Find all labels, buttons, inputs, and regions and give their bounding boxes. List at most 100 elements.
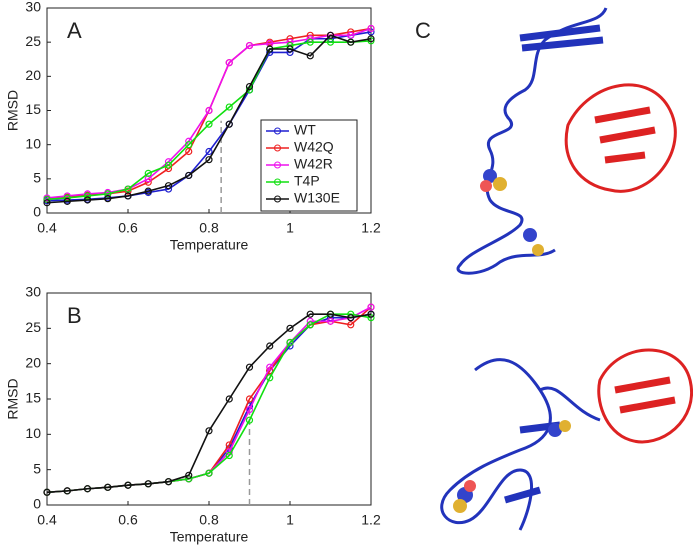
x-tick-label: 0.6 — [118, 220, 138, 236]
x-tick-label: 1.2 — [361, 512, 381, 528]
legend-label: T4P — [294, 173, 320, 189]
data-point — [83, 485, 92, 493]
data-point — [306, 321, 314, 329]
panel-label: A — [67, 18, 82, 43]
data-point — [225, 103, 233, 111]
data-point — [306, 310, 314, 318]
series-line — [46, 40, 372, 201]
y-tick-label: 15 — [25, 390, 41, 406]
y-tick-label: 10 — [25, 425, 41, 441]
data-point — [225, 395, 233, 403]
legend-label: W42Q — [294, 139, 334, 155]
y-axis-label: RMSD — [5, 378, 21, 419]
series-line — [46, 313, 372, 494]
data-point — [205, 469, 213, 477]
data-point — [43, 488, 51, 496]
data-point — [144, 187, 152, 195]
x-tick-label: 0.6 — [118, 512, 138, 528]
data-point — [124, 185, 132, 193]
x-tick-label: 0.4 — [37, 512, 57, 528]
legend-marker — [274, 195, 281, 203]
y-tick-label: 25 — [25, 33, 41, 49]
legend-label: W42R — [294, 156, 333, 172]
data-point — [83, 196, 92, 204]
panel-label: B — [67, 303, 82, 328]
series-line — [46, 34, 372, 204]
data-point — [164, 478, 173, 486]
structure-c: C — [415, 7, 693, 531]
data-point — [266, 363, 274, 371]
legend-label: WT — [294, 122, 316, 138]
data-point — [205, 106, 213, 115]
data-point — [225, 59, 233, 67]
x-tick-label: 1 — [286, 512, 294, 528]
data-point — [164, 182, 173, 190]
y-axis-label: RMSD — [5, 90, 21, 131]
data-point — [185, 171, 193, 180]
data-point — [245, 82, 254, 91]
y-tick-label: 10 — [25, 135, 41, 151]
legend-marker — [274, 144, 281, 152]
data-point — [164, 161, 173, 169]
data-point — [144, 480, 152, 488]
data-point — [326, 310, 335, 318]
protein-top — [456, 7, 677, 275]
legend-marker — [274, 178, 281, 186]
data-point — [225, 451, 233, 460]
data-point — [306, 52, 314, 60]
data-point — [286, 45, 294, 53]
data-point — [367, 37, 375, 45]
data-point — [144, 169, 152, 177]
legend-label: W130E — [294, 190, 340, 206]
series-line — [46, 27, 372, 199]
y-tick-label: 0 — [33, 496, 41, 512]
data-point — [83, 192, 92, 200]
y-tick-label: 20 — [25, 67, 41, 83]
protein-bottom — [440, 348, 693, 531]
data-point — [124, 192, 132, 200]
x-axis-label: Temperature — [170, 237, 249, 253]
y-tick-label: 5 — [33, 460, 41, 476]
data-point — [43, 199, 51, 207]
data-point — [205, 427, 213, 435]
data-point — [266, 342, 274, 350]
y-tick-label: 30 — [25, 0, 41, 15]
data-point — [245, 41, 254, 50]
legend-marker — [274, 127, 281, 135]
data-point — [104, 195, 112, 203]
x-tick-label: 0.4 — [37, 220, 57, 236]
data-point — [205, 147, 213, 156]
legend-marker — [274, 161, 281, 169]
data-point — [245, 406, 254, 414]
y-tick-label: 0 — [33, 204, 41, 220]
data-point — [367, 35, 375, 43]
data-point — [367, 310, 375, 318]
data-point — [63, 197, 71, 205]
data-point — [245, 395, 254, 403]
data-point — [124, 481, 132, 489]
y-tick-label: 25 — [25, 319, 41, 335]
data-point — [347, 38, 355, 46]
data-point — [347, 321, 355, 329]
data-point — [245, 416, 254, 424]
data-point — [104, 190, 112, 198]
data-point — [185, 471, 193, 479]
data-point — [104, 483, 112, 491]
panel-label: C — [415, 18, 431, 43]
x-tick-label: 0.8 — [199, 220, 219, 236]
y-tick-label: 5 — [33, 170, 41, 186]
x-tick-label: 1.2 — [361, 220, 381, 236]
data-point — [367, 303, 375, 311]
data-point — [63, 487, 71, 495]
data-point — [205, 120, 213, 128]
data-point — [266, 374, 274, 382]
y-tick-label: 20 — [25, 354, 41, 370]
y-tick-label: 15 — [25, 101, 41, 117]
data-point — [347, 31, 355, 39]
data-point — [245, 363, 254, 371]
data-point — [286, 324, 294, 332]
data-point — [286, 338, 294, 347]
data-point — [347, 314, 355, 322]
x-tick-label: 0.8 — [199, 512, 219, 528]
